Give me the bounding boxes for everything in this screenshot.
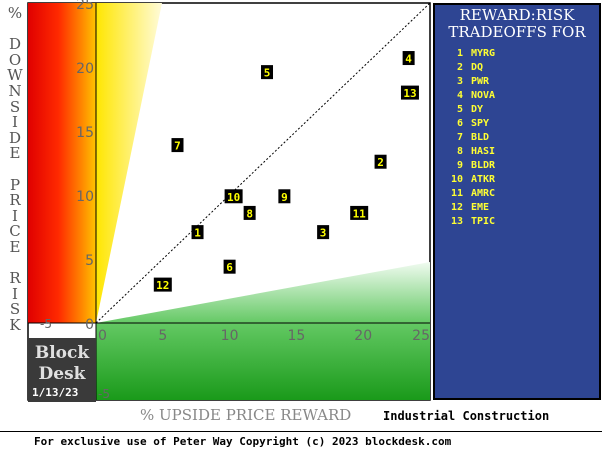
y-tick-label: 10 xyxy=(76,189,94,205)
point-label: 9 xyxy=(281,191,288,204)
legend-item-number: 6 xyxy=(456,118,463,129)
point-marker xyxy=(153,277,172,292)
legend-item-number: 11 xyxy=(450,188,463,199)
legend-item: 13 TPIC xyxy=(443,215,495,229)
legend-item-number: 2 xyxy=(456,62,463,73)
legend-item-ticker: BLD xyxy=(471,132,490,143)
y-tick-label: 20 xyxy=(76,61,94,77)
legend-item-ticker: PWR xyxy=(471,76,490,87)
legend-panel: REWARD:RISK TRADEOFFS FOR 1 MYRG 2 DQ 3 PWR 4 N… xyxy=(433,3,601,400)
diagonal-line xyxy=(95,2,431,324)
point-label: 8 xyxy=(246,207,253,220)
legend-item: 10 ATKR xyxy=(443,173,495,187)
legend-item-ticker: BLDR xyxy=(471,160,496,171)
point-marker xyxy=(243,205,256,220)
legend-item: 7 BLD xyxy=(443,131,495,145)
risk-zone-red xyxy=(28,3,96,323)
legend-item-number: 12 xyxy=(450,202,463,213)
y-tick-label: 5 xyxy=(85,253,94,269)
point-label: 3 xyxy=(320,227,327,240)
y-tick-label: 25 xyxy=(76,0,94,13)
point-marker xyxy=(223,259,236,274)
legend-item-ticker: HASI xyxy=(471,146,496,157)
point-marker xyxy=(350,205,369,220)
reward-zone-green xyxy=(96,262,430,400)
point-label: 2 xyxy=(377,156,384,169)
x-tick-label: 10 xyxy=(221,328,239,344)
legend-item-number: 8 xyxy=(456,146,463,157)
legend-item: 5 DY xyxy=(443,103,495,117)
risk-zone-yellow xyxy=(96,3,162,323)
y-axis-label: % D O W N S I D E P R I C E R I S K xyxy=(7,4,23,334)
legend-item-ticker: SPY xyxy=(471,118,490,129)
point-label: 7 xyxy=(174,140,181,153)
panel-title-line2: TRADEOFFS FOR xyxy=(448,23,586,41)
legend-item-ticker: NOVA xyxy=(471,90,496,101)
legend-item-ticker: AMRC xyxy=(471,188,496,199)
y-tick-label: 0 xyxy=(85,317,94,333)
sector-label: Industrial Construction xyxy=(383,409,550,423)
legend-item-number: 10 xyxy=(450,174,463,185)
legend-item: 8 HASI xyxy=(443,145,495,159)
legend-item-number: 3 xyxy=(456,76,463,87)
point-marker xyxy=(261,65,274,80)
x-tick-label: 15 xyxy=(287,328,305,344)
point-marker xyxy=(191,225,204,240)
legend-item-ticker: TPIC xyxy=(471,216,496,227)
brand-block: Block Desk 1/13/23 xyxy=(28,338,96,402)
point-label: 12 xyxy=(156,279,169,292)
panel-title: REWARD:RISK TRADEOFFS FOR xyxy=(435,7,599,41)
point-marker xyxy=(402,51,415,66)
footer-text: For exclusive use of Peter Way Copyright… xyxy=(34,435,452,448)
legend-item: 6 SPY xyxy=(443,117,495,131)
legend-item-ticker: DY xyxy=(471,104,484,115)
legend-item: 3 PWR xyxy=(443,75,495,89)
extra-tick-label: -5 xyxy=(98,387,110,401)
legend-item-ticker: ATKR xyxy=(471,174,496,185)
point-marker xyxy=(224,189,243,204)
point-marker xyxy=(171,138,184,153)
legend-item-number: 4 xyxy=(456,90,463,101)
legend-item: 12 EME xyxy=(443,201,495,215)
footer-divider xyxy=(0,431,602,432)
legend-item-ticker: EME xyxy=(471,202,490,213)
brand-line2: Desk xyxy=(38,364,86,384)
x-tick-label: 20 xyxy=(354,328,372,344)
brand-line1: Block xyxy=(34,343,90,363)
point-label: 5 xyxy=(264,67,271,80)
x-tick-label: 5 xyxy=(158,328,167,344)
brand-date: 1/13/23 xyxy=(32,386,79,399)
point-label: 13 xyxy=(403,87,416,100)
point-marker xyxy=(317,225,330,240)
legend-item-number: 5 xyxy=(456,104,463,115)
legend-item: 9 BLDR xyxy=(443,159,495,173)
point-label: 1 xyxy=(194,227,201,240)
point-label: 6 xyxy=(226,261,233,274)
point-marker xyxy=(374,154,387,169)
legend-item-ticker: MYRG xyxy=(471,48,496,59)
legend-item-number: 13 xyxy=(450,216,463,227)
panel-title-line1: REWARD:RISK xyxy=(459,6,575,24)
legend-item-ticker: DQ xyxy=(471,62,484,73)
point-marker xyxy=(278,189,291,204)
point-marker xyxy=(400,85,419,100)
legend-item: 11 AMRC xyxy=(443,187,495,201)
legend-item-number: 1 xyxy=(456,48,463,59)
legend-item: 2 DQ xyxy=(443,61,495,75)
x-tick-label: 25 xyxy=(412,328,430,344)
y-tick-label: 15 xyxy=(76,125,94,141)
legend-item: 4 NOVA xyxy=(443,89,495,103)
legend-list: 1 MYRG 2 DQ 3 PWR 4 NOVA 5 DY 6 SPY 7 BLD 8 HASI 9 BLDR 10… xyxy=(443,47,495,229)
legend-item-number: 7 xyxy=(456,132,463,143)
extra-tick-label: -5 xyxy=(40,317,52,331)
point-label: 10 xyxy=(227,191,240,204)
legend-item: 1 MYRG xyxy=(443,47,495,61)
point-label: 11 xyxy=(353,207,367,220)
x-tick-label: 0 xyxy=(98,328,107,344)
point-label: 4 xyxy=(405,53,412,66)
legend-item-number: 9 xyxy=(456,160,463,171)
x-axis-label: % UPSIDE PRICE REWARD xyxy=(140,406,352,424)
